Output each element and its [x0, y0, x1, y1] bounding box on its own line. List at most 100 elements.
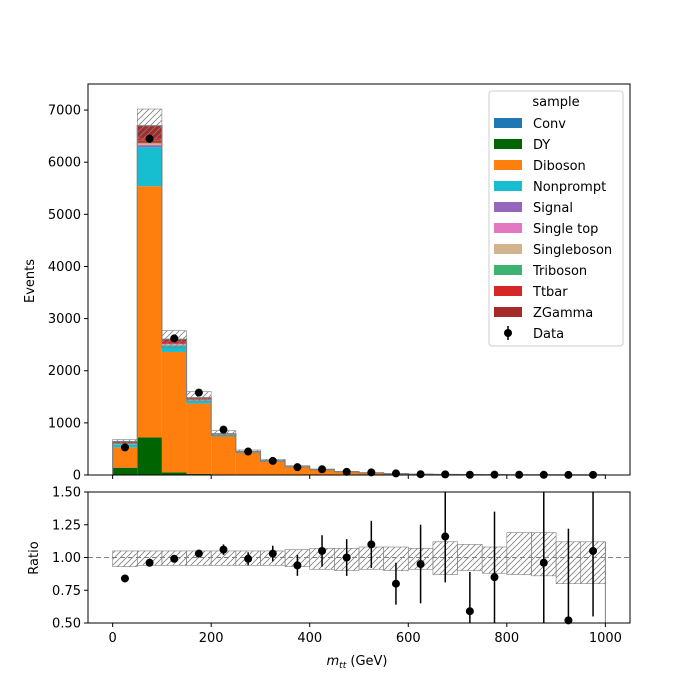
main-y-axis-ticks: 0 1000 2000 3000 4000 5000 6000 7000	[48, 104, 88, 484]
data-point	[145, 134, 154, 143]
ratio-point	[145, 558, 154, 567]
legend-label-conv: Conv	[533, 117, 566, 132]
legend-swatch-nonprompt	[494, 181, 522, 191]
legend-data-marker	[504, 329, 512, 337]
stack-bar-dy	[112, 467, 138, 475]
legend-label-signal: Signal	[533, 201, 573, 216]
legend-label-data: Data	[533, 327, 564, 342]
main-plot-frame	[87, 83, 631, 476]
data-point	[416, 470, 425, 479]
ratio-x-tick-label: 200	[199, 631, 224, 646]
legend-swatch-single-top	[494, 223, 522, 233]
main-y-tick-label: 1000	[48, 416, 81, 431]
stack-bar-diboson	[137, 186, 162, 438]
stack-bar-nonprompt	[137, 147, 162, 187]
x-axis-label-unit: (GeV)	[346, 654, 387, 669]
legend-swatch-zgamma	[494, 307, 522, 317]
ratio-point	[318, 546, 327, 555]
ratio-y-tick-label: 0.50	[52, 617, 81, 632]
ratio-point	[268, 549, 277, 558]
ratio-panel: 0.50 0.75 1.00 1.25 1.50 0 200 400 600 800 1000 R…	[27, 486, 631, 671]
legend-label-diboson: Diboson	[533, 159, 586, 174]
ratio-x-tick-label: 1000	[589, 631, 622, 646]
stack-bar-dy	[186, 473, 212, 475]
legend-swatch-ttbar	[494, 286, 522, 296]
ratio-point	[367, 540, 376, 549]
legend-label-nonprompt: Nonprompt	[533, 180, 606, 195]
ratio-point	[416, 560, 425, 569]
ratio-uncertainty-band	[112, 532, 606, 623]
ratio-point	[244, 554, 253, 563]
ratio-point	[120, 574, 129, 583]
data-point	[318, 465, 327, 474]
stack-bar-nonprompt	[161, 345, 187, 352]
ratio-band-bin	[112, 550, 138, 567]
data-point	[268, 456, 277, 465]
data-point	[293, 463, 302, 472]
ratio-x-tick-label: 400	[297, 631, 322, 646]
stack-bar-dy	[137, 437, 162, 475]
legend-items: Conv DY Diboson Nonprompt Signal Single top Si…	[494, 117, 612, 321]
stack-bar-diboson	[235, 452, 261, 475]
ratio-y-tick-label: 1.00	[52, 551, 81, 566]
stack-bar-triboson	[137, 142, 162, 144]
stack-bar-diboson	[211, 436, 236, 475]
stack-bar-singleboson	[137, 143, 162, 145]
ratio-band-bin	[457, 544, 483, 571]
ratio-x-tick-label: 0	[108, 631, 116, 646]
main-y-tick-label: 7000	[48, 104, 81, 119]
main-y-tick-label: 3000	[48, 312, 81, 327]
data-point	[194, 388, 203, 397]
ratio-point	[465, 607, 474, 616]
main-y-tick-label: 4000	[48, 260, 81, 275]
ratio-point	[391, 579, 400, 588]
stack-bar-diboson	[161, 351, 187, 473]
ratio-y-tick-label: 0.75	[52, 584, 81, 599]
ratio-point	[170, 554, 179, 563]
main-y-tick-label: 6000	[48, 156, 81, 171]
stack-bar-diboson	[260, 461, 286, 475]
ratio-y-axis-ticks: 0.50 0.75 1.00 1.25 1.50	[52, 486, 88, 632]
ratio-x-tick-label: 800	[494, 631, 519, 646]
data-point	[244, 447, 253, 456]
legend-title: sample	[532, 95, 579, 110]
legend-swatch-singleboson	[494, 244, 522, 254]
stack-bar-single-top	[137, 144, 162, 146]
data-point	[367, 468, 376, 477]
legend-swatch-conv	[494, 118, 522, 128]
data-point	[441, 470, 450, 479]
ratio-y-tick-label: 1.25	[52, 518, 81, 533]
main-y-tick-label: 2000	[48, 364, 81, 379]
legend-label-triboson: Triboson	[532, 264, 587, 279]
ratio-point	[219, 545, 228, 554]
ratio-points	[120, 492, 598, 625]
ratio-point	[293, 561, 302, 570]
uncertainty-band-bin	[112, 439, 138, 444]
ratio-point	[490, 573, 499, 582]
stack-bar-diboson	[186, 403, 212, 474]
ratio-point	[539, 558, 548, 567]
x-axis-label: mtt (GeV)	[327, 654, 388, 671]
ratio-point	[194, 549, 203, 558]
main-x-axis-ticks	[112, 475, 606, 479]
legend-entry-data: Data	[504, 326, 564, 342]
legend-swatch-dy	[494, 139, 522, 149]
main-y-axis-label: Events	[23, 259, 38, 303]
legend-label-singleboson: Singleboson	[533, 243, 612, 258]
ratio-point	[589, 546, 598, 555]
legend-label-zgamma: ZGamma	[533, 306, 593, 321]
ratio-point	[564, 616, 573, 625]
legend-swatch-triboson	[494, 265, 522, 275]
main-y-tick-label: 5000	[48, 208, 81, 223]
main-histogram-panel: 0 1000 2000 3000 4000 5000 6000 7000 Events	[23, 83, 631, 484]
data-point	[170, 334, 179, 343]
legend-label-dy: DY	[533, 138, 550, 153]
legend: sample Conv DY Diboson Nonprompt Signal Singl…	[488, 90, 624, 347]
main-y-tick-label: 0	[73, 469, 81, 484]
ratio-band-bin	[506, 532, 532, 575]
legend-swatch-signal	[494, 202, 522, 212]
ratio-point	[441, 532, 450, 541]
x-axis-label-main: m	[327, 654, 340, 669]
ratio-y-tick-label: 1.50	[52, 486, 81, 501]
